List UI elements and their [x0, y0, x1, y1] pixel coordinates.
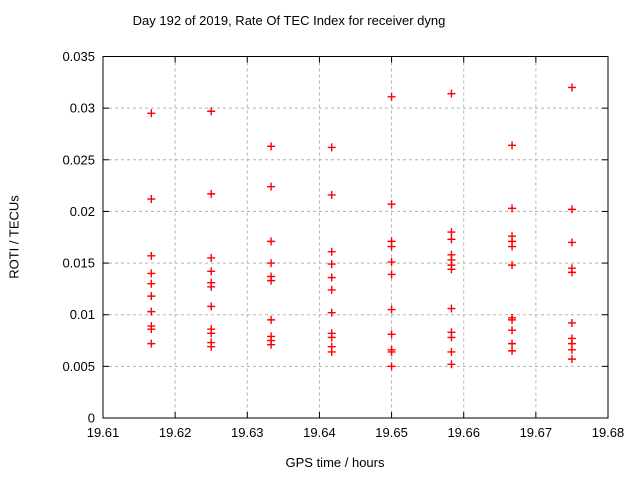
- data-point-marker: [447, 89, 456, 98]
- x-axis-label: GPS time / hours: [285, 455, 385, 470]
- data-point-marker: [387, 242, 396, 251]
- data-point-marker: [267, 315, 276, 324]
- x-tick-label: 19.67: [520, 425, 553, 440]
- data-point-marker: [147, 279, 156, 288]
- data-point-marker: [147, 109, 156, 118]
- data-point-marker: [207, 107, 216, 116]
- data-point-marker: [267, 259, 276, 268]
- data-point-marker: [207, 267, 216, 276]
- data-point-marker: [147, 269, 156, 278]
- y-tick-label: 0.03: [70, 101, 95, 116]
- data-point-marker: [508, 315, 517, 324]
- data-point-marker: [447, 304, 456, 313]
- data-point-marker: [447, 333, 456, 342]
- data-point-marker: [387, 362, 396, 371]
- x-tick-label: 19.66: [447, 425, 480, 440]
- data-point-marker: [327, 190, 336, 199]
- data-point-marker: [567, 345, 576, 354]
- data-point-marker: [567, 318, 576, 327]
- data-point-marker: [327, 247, 336, 256]
- data-point-marker: [387, 200, 396, 209]
- x-tick-label: 19.62: [159, 425, 192, 440]
- data-point-marker: [327, 273, 336, 282]
- data-point-marker: [508, 346, 517, 355]
- data-point-marker: [567, 83, 576, 92]
- x-tick-label: 19.63: [231, 425, 264, 440]
- data-point-marker: [327, 333, 336, 342]
- data-point-marker: [267, 276, 276, 285]
- data-point-marker: [567, 205, 576, 214]
- data-point-marker: [508, 326, 517, 335]
- data-point-marker: [267, 142, 276, 151]
- data-point-marker: [567, 355, 576, 364]
- data-point-marker: [508, 339, 517, 348]
- data-point-marker: [207, 253, 216, 262]
- data-point-marker: [387, 330, 396, 339]
- data-point-marker: [327, 285, 336, 294]
- data-point-marker: [327, 260, 336, 269]
- data-point-marker: [327, 143, 336, 152]
- x-tick-label: 19.61: [87, 425, 120, 440]
- data-point-marker: [508, 204, 517, 213]
- y-tick-label: 0.025: [62, 152, 95, 167]
- data-point-marker: [147, 195, 156, 204]
- data-point-marker: [387, 92, 396, 101]
- data-point-marker: [447, 235, 456, 244]
- data-point-marker: [267, 237, 276, 246]
- x-tick-label: 19.65: [375, 425, 408, 440]
- plot-border: [102, 56, 609, 419]
- data-point-marker: [447, 265, 456, 274]
- chart-title: Day 192 of 2019, Rate Of TEC Index for r…: [132, 13, 446, 28]
- y-tick-label: 0.01: [70, 307, 95, 322]
- data-point-marker: [147, 251, 156, 260]
- y-tick-label: 0.005: [62, 359, 95, 374]
- y-tick-label: 0.02: [70, 204, 95, 219]
- data-point-marker: [447, 228, 456, 237]
- data-point-marker: [207, 302, 216, 311]
- data-point-marker: [387, 347, 396, 356]
- data-point-marker: [508, 261, 517, 270]
- data-point-marker: [207, 329, 216, 338]
- y-tick-label: 0.035: [62, 49, 95, 64]
- data-point-marker: [447, 347, 456, 356]
- data-point-marker: [327, 347, 336, 356]
- data-point-marker: [147, 339, 156, 348]
- data-point-marker: [207, 342, 216, 351]
- y-tick-label: 0.015: [62, 256, 95, 271]
- data-point-marker: [267, 340, 276, 349]
- data-point-marker: [387, 270, 396, 279]
- x-tick-label: 19.68: [592, 425, 625, 440]
- data-point-marker: [147, 325, 156, 334]
- data-point-marker: [207, 189, 216, 198]
- y-tick-label: 0: [88, 411, 95, 426]
- data-point-marker: [327, 308, 336, 317]
- data-point-marker: [387, 258, 396, 267]
- data-point-marker: [567, 238, 576, 247]
- data-point-marker: [508, 242, 517, 251]
- x-tick-label: 19.64: [303, 425, 336, 440]
- data-point-marker: [567, 268, 576, 277]
- data-point-marker: [207, 282, 216, 291]
- data-point-marker: [267, 182, 276, 191]
- data-point-marker: [147, 307, 156, 316]
- data-point-marker: [147, 292, 156, 301]
- data-point-marker: [447, 360, 456, 369]
- data-point-marker: [508, 141, 517, 150]
- data-point-marker: [387, 305, 396, 314]
